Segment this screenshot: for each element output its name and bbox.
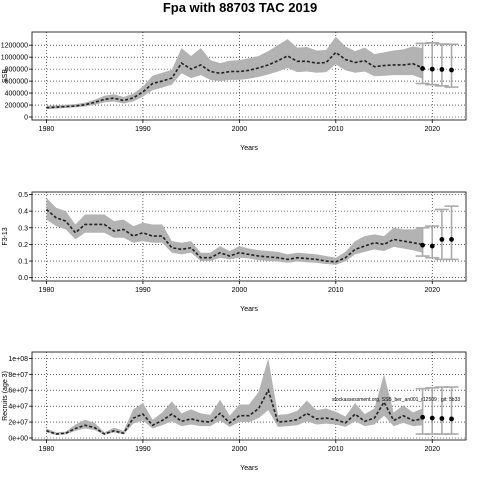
y-tick-label: 800000 xyxy=(5,67,28,74)
forecast-point-2019 xyxy=(420,414,425,420)
plot-frame xyxy=(31,351,467,441)
y-tick-label: 0.4 xyxy=(18,209,28,216)
y-tick-label: 200000 xyxy=(5,103,28,110)
confidence-band xyxy=(46,36,423,110)
y-tick-label: 1200000 xyxy=(1,43,28,50)
x-tick-label: 2020 xyxy=(424,287,440,294)
x-tick-label: 1990 xyxy=(135,287,151,294)
forecast-point-2020 xyxy=(429,66,435,72)
forecast-point-2022 xyxy=(449,416,454,422)
forecast-point-2020 xyxy=(429,243,435,249)
x-axis-label: Years xyxy=(240,306,258,313)
x-tick-label: 2000 xyxy=(232,287,248,294)
y-tick-label: 400000 xyxy=(5,91,28,98)
estimate-line xyxy=(45,208,423,263)
panel-fbar: 1980 1990 2000 2010 2020 0.0 0.1 0.2 0.3 0.4 0.5 Ye… xyxy=(2,191,467,313)
confidence-band xyxy=(46,197,423,265)
y-tick-label: 2e+07 xyxy=(8,420,28,427)
forecast-point-2021 xyxy=(439,416,445,421)
forecast-point-2021 xyxy=(439,237,445,242)
x-tick-label: 2000 xyxy=(232,126,248,133)
y-axis-label: Recruits (age 3) xyxy=(2,371,9,421)
y-axis-label: F3-13 xyxy=(2,227,9,245)
x-tick-label: 2010 xyxy=(328,287,344,294)
y-tick-label: 0.2 xyxy=(18,242,28,249)
figure-title: Fpa with 88703 TAC 2019 xyxy=(163,0,317,15)
x-tick-label: 1980 xyxy=(39,287,55,294)
x-axis-label: Years xyxy=(240,465,258,472)
x-tick-label: 2010 xyxy=(328,126,344,133)
x-axis-label: Years xyxy=(240,145,258,152)
forecast-point-2021 xyxy=(439,67,445,72)
forecast-point-2019 xyxy=(420,66,425,71)
y-tick-label: 600000 xyxy=(5,79,28,86)
x-tick-label: 1980 xyxy=(39,126,55,133)
x-tick-label: 2020 xyxy=(424,446,440,453)
y-tick-label: 0.3 xyxy=(18,225,28,232)
x-tick-label: 2010 xyxy=(328,446,344,453)
x-tick-label: 1980 xyxy=(39,446,55,453)
y-tick-label: 1e+08 xyxy=(8,356,28,363)
plot-frame xyxy=(31,191,467,282)
y-tick-label: 0e+00 xyxy=(8,436,28,443)
forecast-point-2020 xyxy=(429,415,435,421)
source-note: stockassessment.org, SSB_ber_an001_r1250… xyxy=(332,397,460,403)
x-tick-label: 2020 xyxy=(424,126,440,133)
y-tick-label: 1000000 xyxy=(1,55,28,62)
plot-frame xyxy=(31,31,467,121)
y-tick-label: 0.0 xyxy=(18,275,28,282)
x-tick-label: 1990 xyxy=(135,446,151,453)
y-tick-label: 8e+07 xyxy=(8,372,28,379)
y-tick-label: 0.1 xyxy=(18,259,28,266)
panel-ssb: 1980 1990 2000 2010 2020 0 200000 400000 600000 8… xyxy=(1,31,467,152)
y-tick-label: 0 xyxy=(24,115,28,122)
estimate-line xyxy=(46,388,423,435)
x-tick-label: 1990 xyxy=(135,126,151,133)
forecast-point-2022 xyxy=(449,237,454,242)
y-tick-label: 6e+07 xyxy=(8,388,28,395)
estimate-line xyxy=(46,51,423,109)
y-tick-label: 4e+07 xyxy=(8,404,28,411)
x-tick-label: 2000 xyxy=(232,446,248,453)
forecast-point-2019 xyxy=(420,242,425,248)
panel-recruitment: 1980 1990 2000 2010 2020 0e+00 2e+07 4e+07 6e+07… xyxy=(2,351,467,472)
y-tick-label: 0.5 xyxy=(18,192,28,199)
y-axis-label: SSB xyxy=(2,69,9,83)
forecast-point-2022 xyxy=(449,67,454,73)
